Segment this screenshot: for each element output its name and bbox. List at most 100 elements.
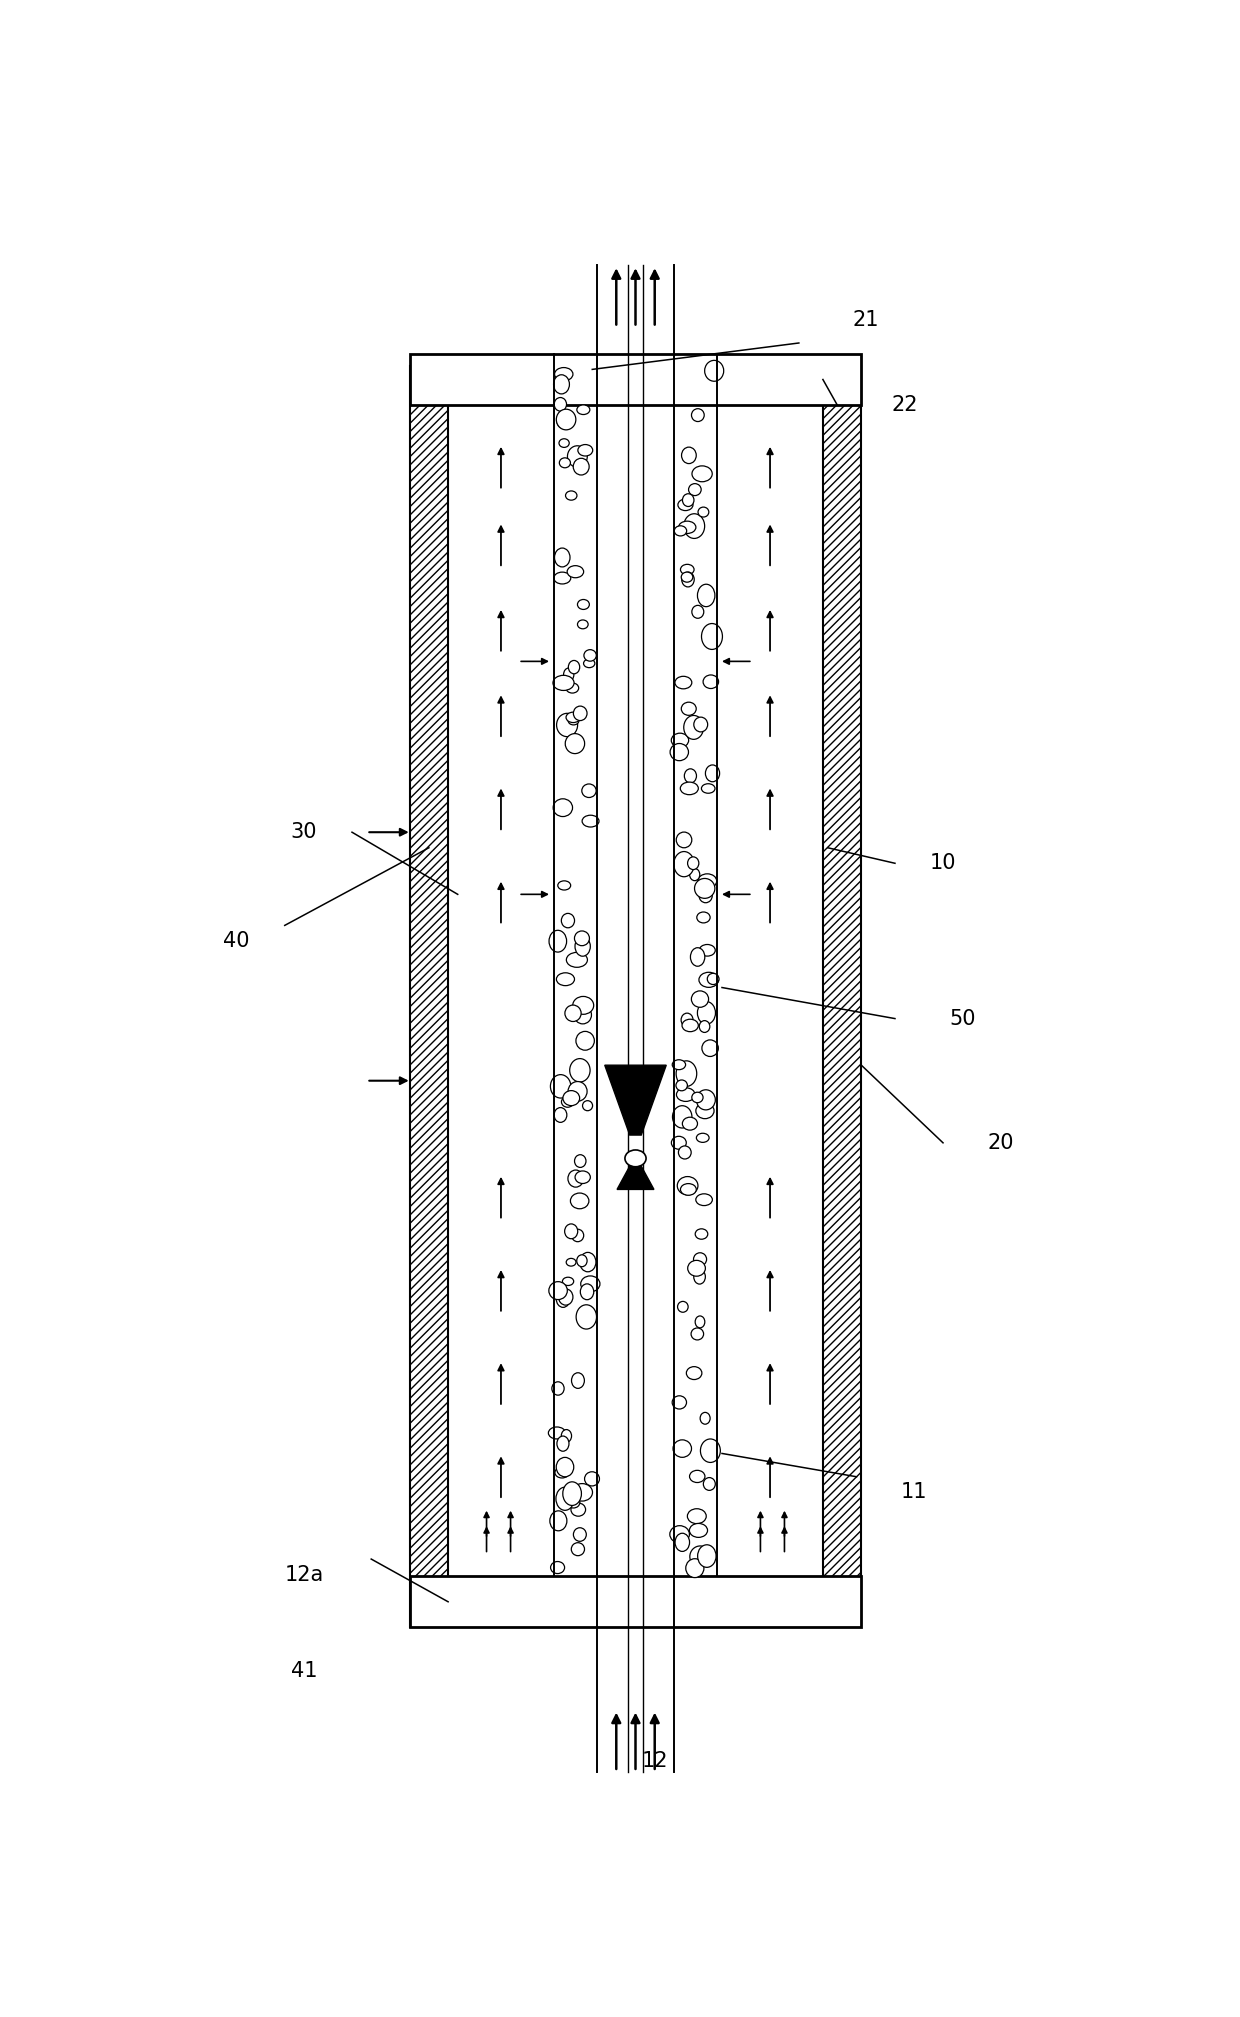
Ellipse shape bbox=[693, 1269, 706, 1285]
Ellipse shape bbox=[559, 458, 570, 468]
Ellipse shape bbox=[677, 1301, 688, 1313]
Ellipse shape bbox=[565, 1004, 582, 1021]
Ellipse shape bbox=[692, 990, 708, 1006]
Ellipse shape bbox=[557, 1458, 574, 1476]
Ellipse shape bbox=[580, 1277, 600, 1291]
Ellipse shape bbox=[672, 1105, 692, 1128]
Ellipse shape bbox=[682, 448, 696, 464]
Ellipse shape bbox=[563, 1091, 579, 1105]
Ellipse shape bbox=[682, 573, 694, 587]
Ellipse shape bbox=[702, 1041, 718, 1057]
Ellipse shape bbox=[699, 1021, 709, 1033]
Ellipse shape bbox=[696, 1315, 704, 1327]
Ellipse shape bbox=[582, 785, 596, 797]
Ellipse shape bbox=[578, 619, 588, 629]
Ellipse shape bbox=[574, 1154, 587, 1168]
Ellipse shape bbox=[699, 887, 712, 904]
Ellipse shape bbox=[567, 952, 588, 968]
Ellipse shape bbox=[702, 785, 715, 793]
Ellipse shape bbox=[698, 506, 709, 516]
Polygon shape bbox=[605, 1065, 666, 1136]
Bar bbox=[409, 353, 862, 405]
Ellipse shape bbox=[682, 494, 694, 506]
Text: 21: 21 bbox=[853, 311, 879, 329]
Ellipse shape bbox=[557, 972, 574, 986]
Ellipse shape bbox=[563, 1277, 574, 1285]
Ellipse shape bbox=[704, 361, 724, 381]
Ellipse shape bbox=[625, 1150, 646, 1166]
Ellipse shape bbox=[568, 1170, 584, 1188]
Ellipse shape bbox=[582, 815, 599, 827]
Bar bbox=[554, 353, 717, 1575]
Ellipse shape bbox=[573, 1527, 587, 1541]
Ellipse shape bbox=[558, 881, 570, 889]
Bar bbox=[409, 1575, 862, 1628]
Ellipse shape bbox=[675, 526, 687, 537]
Ellipse shape bbox=[678, 520, 696, 532]
Ellipse shape bbox=[557, 1436, 569, 1450]
Ellipse shape bbox=[681, 1184, 697, 1196]
Ellipse shape bbox=[683, 716, 703, 740]
Ellipse shape bbox=[703, 1478, 715, 1491]
Ellipse shape bbox=[574, 932, 589, 946]
Ellipse shape bbox=[686, 1559, 704, 1577]
Ellipse shape bbox=[584, 660, 595, 668]
Ellipse shape bbox=[688, 484, 701, 496]
Ellipse shape bbox=[549, 930, 567, 952]
Ellipse shape bbox=[692, 409, 704, 422]
Ellipse shape bbox=[676, 1061, 697, 1087]
Ellipse shape bbox=[676, 1079, 687, 1091]
Ellipse shape bbox=[701, 1412, 711, 1424]
Ellipse shape bbox=[556, 1487, 574, 1511]
Ellipse shape bbox=[694, 718, 708, 732]
Ellipse shape bbox=[577, 1255, 587, 1267]
Ellipse shape bbox=[699, 972, 719, 988]
Ellipse shape bbox=[551, 1075, 570, 1097]
Ellipse shape bbox=[563, 1482, 582, 1505]
Ellipse shape bbox=[558, 1289, 573, 1305]
Ellipse shape bbox=[677, 1061, 696, 1083]
Ellipse shape bbox=[694, 879, 715, 898]
Bar bbox=[409, 367, 448, 1628]
Ellipse shape bbox=[568, 716, 579, 724]
Ellipse shape bbox=[702, 623, 723, 649]
Ellipse shape bbox=[554, 1107, 567, 1121]
Ellipse shape bbox=[565, 712, 580, 722]
Ellipse shape bbox=[572, 1485, 593, 1501]
Ellipse shape bbox=[557, 1289, 570, 1307]
Text: 40: 40 bbox=[223, 932, 250, 950]
Ellipse shape bbox=[568, 1081, 587, 1101]
Ellipse shape bbox=[681, 573, 693, 583]
Ellipse shape bbox=[678, 498, 693, 510]
Ellipse shape bbox=[574, 1006, 591, 1025]
Ellipse shape bbox=[556, 1466, 569, 1478]
Ellipse shape bbox=[697, 1089, 715, 1109]
Ellipse shape bbox=[559, 440, 569, 448]
Ellipse shape bbox=[552, 1382, 564, 1396]
Ellipse shape bbox=[580, 1285, 594, 1299]
Ellipse shape bbox=[562, 1097, 574, 1107]
Ellipse shape bbox=[682, 1117, 697, 1130]
Ellipse shape bbox=[577, 405, 590, 416]
Ellipse shape bbox=[697, 1002, 715, 1025]
Bar bbox=[823, 367, 862, 1628]
Text: 12: 12 bbox=[641, 1751, 668, 1771]
Ellipse shape bbox=[580, 1253, 596, 1273]
Ellipse shape bbox=[670, 1525, 689, 1543]
Ellipse shape bbox=[565, 734, 584, 754]
Ellipse shape bbox=[568, 446, 588, 468]
Ellipse shape bbox=[681, 702, 696, 716]
Ellipse shape bbox=[562, 914, 574, 928]
Ellipse shape bbox=[683, 514, 704, 539]
Ellipse shape bbox=[573, 458, 589, 474]
Ellipse shape bbox=[565, 684, 579, 694]
Polygon shape bbox=[618, 1166, 653, 1190]
Ellipse shape bbox=[673, 1440, 692, 1458]
Ellipse shape bbox=[575, 936, 590, 956]
Ellipse shape bbox=[696, 1103, 714, 1119]
Ellipse shape bbox=[554, 549, 570, 567]
Ellipse shape bbox=[689, 1523, 708, 1537]
Ellipse shape bbox=[572, 1374, 584, 1388]
Ellipse shape bbox=[562, 1430, 572, 1442]
Ellipse shape bbox=[578, 599, 589, 609]
